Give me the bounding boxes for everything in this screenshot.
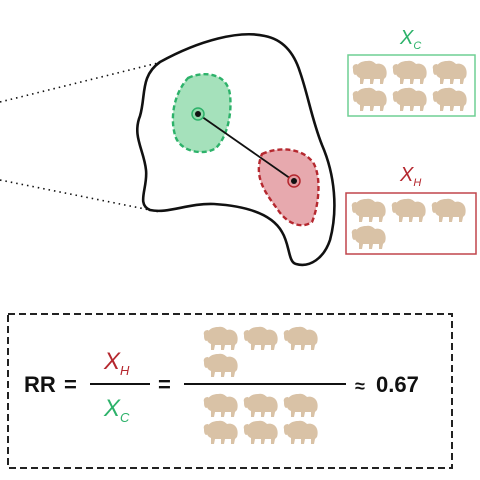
bison-icon — [432, 87, 467, 111]
equation-box — [7, 313, 453, 469]
hunt-bison-group — [351, 198, 466, 249]
approx-sign: ≈ — [355, 376, 365, 396]
bison-icon — [392, 87, 427, 111]
bison-icon — [243, 393, 278, 417]
bison-icon — [203, 326, 238, 350]
hunt-centroid-dot — [291, 178, 297, 184]
bison-icon — [431, 198, 466, 222]
bison-icon — [351, 225, 386, 249]
bison-icon — [283, 326, 318, 350]
control-centroid-dot — [195, 111, 201, 117]
leader-line-bottom — [0, 179, 161, 213]
bison-icon — [352, 87, 387, 111]
bison-icon — [203, 420, 238, 444]
bison-icon — [391, 198, 426, 222]
hunt-group-box — [345, 192, 477, 255]
control-group-box — [347, 54, 476, 117]
equals-sign-2: = — [158, 372, 171, 397]
bison-icon — [352, 60, 387, 84]
result-value: 0.67 — [376, 372, 419, 397]
bison-icon — [203, 393, 238, 417]
equals-sign-1: = — [64, 372, 77, 397]
bison-icon — [203, 353, 238, 377]
fraction-denominator: XC — [103, 395, 130, 425]
bison-icon — [283, 393, 318, 417]
fraction-numerator: XH — [103, 348, 130, 378]
bison-icon — [243, 326, 278, 350]
bison-icon — [392, 60, 427, 84]
numerator-bison-group — [203, 326, 318, 377]
centroid-connector — [197, 113, 295, 182]
bison-icon — [283, 420, 318, 444]
territory-outline — [135, 32, 336, 267]
bison-icon — [351, 198, 386, 222]
bison-icon — [243, 420, 278, 444]
control-bison-group — [352, 60, 467, 111]
hunt-area — [257, 148, 320, 227]
control-group-label: XC — [399, 27, 421, 52]
hunt-group-label: XH — [399, 164, 421, 189]
rr-label: RR — [24, 372, 56, 397]
denominator-bison-group — [203, 393, 318, 444]
bison-icon — [432, 60, 467, 84]
